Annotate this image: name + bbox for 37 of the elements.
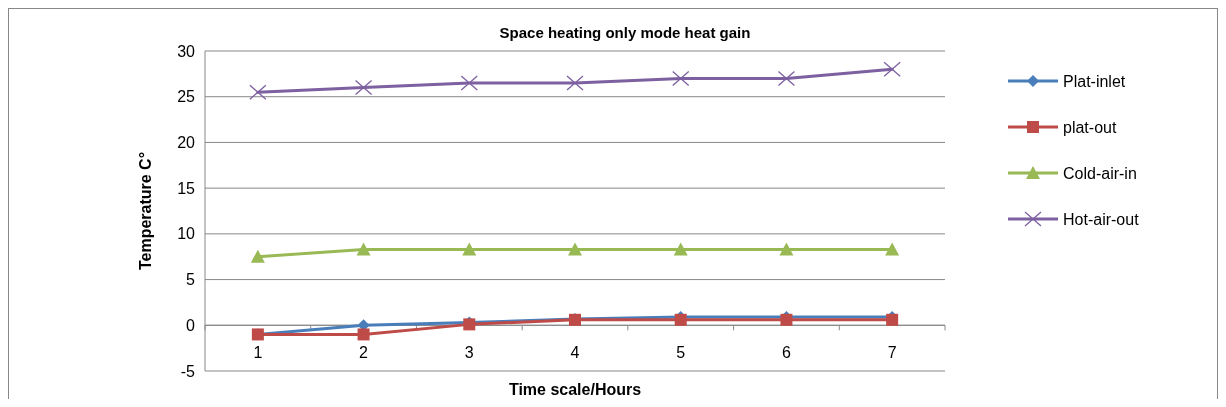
x-tick-label: 2 bbox=[359, 344, 369, 362]
y-tick-label: 15 bbox=[177, 179, 196, 197]
point bbox=[462, 242, 477, 256]
legend-label: Hot-air-out bbox=[1063, 210, 1140, 228]
y-tick-label: 30 bbox=[177, 42, 196, 60]
point bbox=[779, 242, 794, 256]
x-tick-label: 3 bbox=[464, 344, 474, 362]
y-tick-label: 20 bbox=[177, 134, 196, 152]
x-tick-label: 1 bbox=[253, 344, 263, 362]
legend-label: Plat-inlet bbox=[1063, 72, 1126, 90]
point bbox=[672, 70, 690, 87]
point bbox=[250, 249, 265, 263]
point bbox=[885, 242, 900, 256]
x-tick-label: 5 bbox=[676, 344, 686, 362]
point bbox=[566, 75, 584, 91]
x-tick-label: 7 bbox=[887, 344, 897, 362]
y-axis-title: Temperature C° bbox=[137, 151, 154, 271]
y-tick-label: 5 bbox=[186, 271, 196, 289]
point bbox=[357, 328, 370, 341]
x-tick-label: 6 bbox=[781, 344, 791, 362]
y-tick-label: 10 bbox=[177, 225, 196, 243]
x-tick-label: 4 bbox=[570, 344, 580, 362]
point bbox=[356, 242, 371, 256]
x-axis-title: Time scale/Hours bbox=[508, 381, 642, 398]
y-tick-label: 0 bbox=[186, 316, 196, 334]
y-tick-label: 25 bbox=[177, 88, 196, 106]
point bbox=[883, 61, 901, 77]
point bbox=[777, 70, 796, 87]
point bbox=[460, 75, 478, 91]
point bbox=[354, 79, 373, 96]
point bbox=[673, 242, 688, 256]
point bbox=[568, 242, 582, 256]
point bbox=[249, 84, 267, 100]
legend-label: Cold-air-in bbox=[1063, 164, 1137, 182]
y-tick-label: -5 bbox=[180, 362, 196, 380]
legend-label: plat-out bbox=[1063, 118, 1117, 136]
chart-title: Space heating only mode heat gain bbox=[499, 24, 751, 41]
